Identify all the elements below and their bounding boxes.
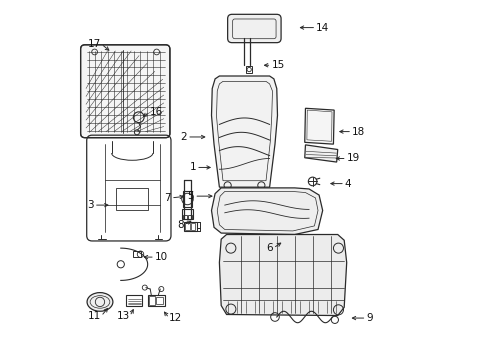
FancyBboxPatch shape (227, 14, 281, 42)
Bar (133, 251, 141, 257)
Ellipse shape (87, 293, 113, 311)
Text: 15: 15 (271, 60, 284, 70)
FancyBboxPatch shape (81, 45, 169, 138)
Text: 1: 1 (189, 162, 196, 172)
Text: 3: 3 (87, 200, 94, 210)
Bar (184, 224, 190, 230)
Text: 9: 9 (366, 313, 372, 323)
Text: 6: 6 (266, 243, 273, 253)
Text: 8: 8 (177, 220, 183, 230)
Text: 13: 13 (116, 311, 129, 321)
Bar (183, 215, 187, 220)
Text: 18: 18 (351, 127, 365, 136)
Text: 14: 14 (316, 23, 329, 33)
Text: 19: 19 (346, 153, 359, 163)
Text: 10: 10 (155, 252, 168, 262)
Bar (246, 66, 251, 73)
Bar (187, 215, 192, 220)
Polygon shape (211, 188, 322, 234)
Bar (126, 296, 142, 306)
Text: 2: 2 (180, 132, 187, 142)
Bar (190, 224, 195, 230)
Polygon shape (211, 76, 277, 187)
Bar (148, 296, 155, 305)
Text: 16: 16 (149, 107, 163, 117)
Bar (147, 295, 164, 306)
Bar (116, 188, 148, 211)
Text: 5: 5 (187, 191, 194, 201)
Bar (182, 210, 193, 220)
Bar (156, 297, 163, 305)
Text: 7: 7 (164, 193, 171, 203)
Text: 17: 17 (88, 39, 101, 49)
Bar (183, 191, 192, 207)
Text: 11: 11 (88, 311, 101, 321)
Polygon shape (304, 108, 333, 144)
Polygon shape (304, 145, 337, 162)
Text: 4: 4 (344, 179, 351, 189)
Text: 12: 12 (169, 313, 182, 323)
Polygon shape (219, 234, 346, 316)
Bar (183, 222, 197, 231)
